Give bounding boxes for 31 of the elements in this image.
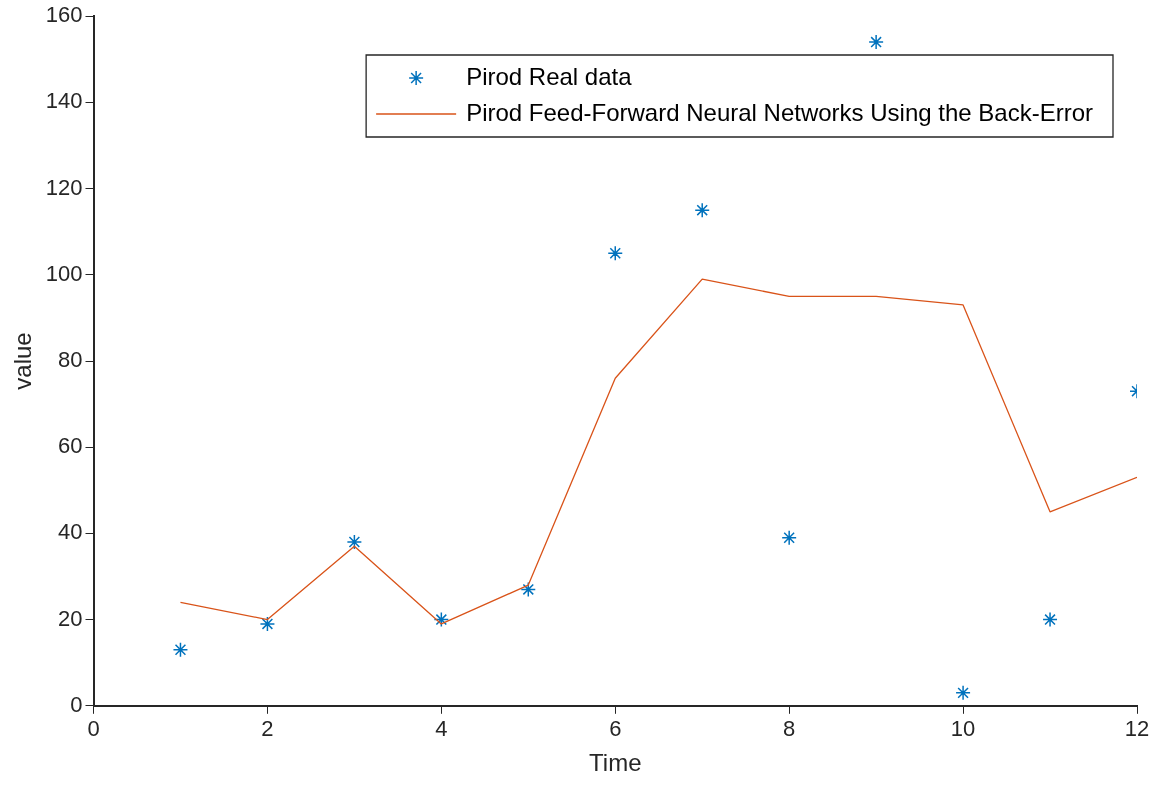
y-tick-label: 60 xyxy=(58,433,83,459)
legend-label: Pirod Real data xyxy=(466,62,633,90)
x-axis-title: Time xyxy=(589,749,642,777)
x-tick-label: 4 xyxy=(435,716,448,742)
x-tick-label: 2 xyxy=(261,716,274,742)
point xyxy=(694,202,710,218)
y-tick-label: 160 xyxy=(45,2,83,28)
point xyxy=(607,245,623,261)
point xyxy=(172,642,189,658)
y-tick-label: 20 xyxy=(58,605,83,631)
point xyxy=(433,611,450,628)
x-tick-label: 8 xyxy=(783,716,796,742)
x-tick-label: 6 xyxy=(609,716,622,742)
y-axis-title: value xyxy=(9,332,37,390)
x-tick-label: 0 xyxy=(87,716,100,742)
point xyxy=(259,616,276,632)
y-tick-label: 40 xyxy=(58,519,83,545)
y-tick-label: 100 xyxy=(45,260,83,286)
legend-label: Pirod Feed-Forward Neural Networks Using the Back-Error xyxy=(466,98,1094,126)
x-tick-label: 10 xyxy=(950,716,976,742)
y-tick-label: 0 xyxy=(70,691,83,717)
y-tick-label: 120 xyxy=(45,174,83,200)
point xyxy=(868,34,884,50)
x-tick-label: 12 xyxy=(1124,716,1150,742)
point xyxy=(1042,611,1058,628)
point xyxy=(781,529,797,546)
point xyxy=(520,581,537,598)
y-tick-label: 140 xyxy=(45,88,83,114)
y-tick-label: 80 xyxy=(58,347,83,373)
point xyxy=(955,685,971,701)
point xyxy=(346,534,363,550)
